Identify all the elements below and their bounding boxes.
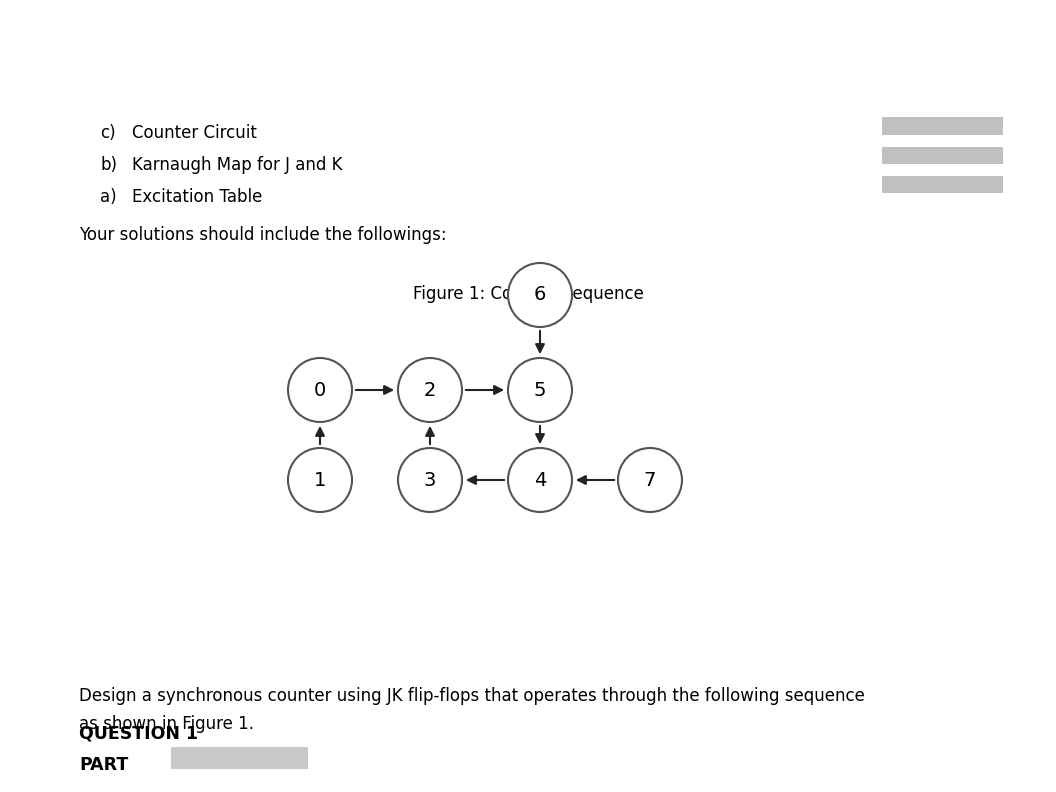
Text: Figure 1: Counter Sequence: Figure 1: Counter Sequence — [413, 285, 643, 303]
Circle shape — [288, 448, 352, 512]
Bar — [882, 176, 1003, 193]
Text: Counter Circuit: Counter Circuit — [132, 124, 257, 142]
Text: Karnaugh Map for J and K: Karnaugh Map for J and K — [132, 156, 342, 174]
Text: a): a) — [100, 188, 117, 207]
Text: 3: 3 — [423, 470, 436, 489]
Text: Design a synchronous counter using JK flip-flops that operates through the follo: Design a synchronous counter using JK fl… — [79, 687, 865, 733]
Bar — [882, 117, 1003, 135]
Bar — [882, 147, 1003, 164]
Circle shape — [508, 358, 572, 422]
Text: 4: 4 — [534, 470, 546, 489]
Text: PART: PART — [79, 756, 129, 775]
Circle shape — [398, 358, 463, 422]
Text: 0: 0 — [314, 380, 326, 399]
Text: QUESTION 1: QUESTION 1 — [79, 725, 199, 743]
Circle shape — [288, 358, 352, 422]
Bar — [171, 747, 308, 769]
Text: 7: 7 — [644, 470, 656, 489]
Text: 1: 1 — [314, 470, 326, 489]
Circle shape — [618, 448, 682, 512]
Text: 5: 5 — [533, 380, 546, 399]
Text: Your solutions should include the followings:: Your solutions should include the follow… — [79, 226, 447, 244]
Circle shape — [508, 448, 572, 512]
Circle shape — [398, 448, 463, 512]
Circle shape — [508, 263, 572, 327]
Text: Excitation Table: Excitation Table — [132, 188, 262, 207]
Text: b): b) — [100, 156, 117, 174]
Text: 6: 6 — [534, 285, 546, 304]
Text: c): c) — [100, 124, 116, 142]
Text: 2: 2 — [423, 380, 436, 399]
